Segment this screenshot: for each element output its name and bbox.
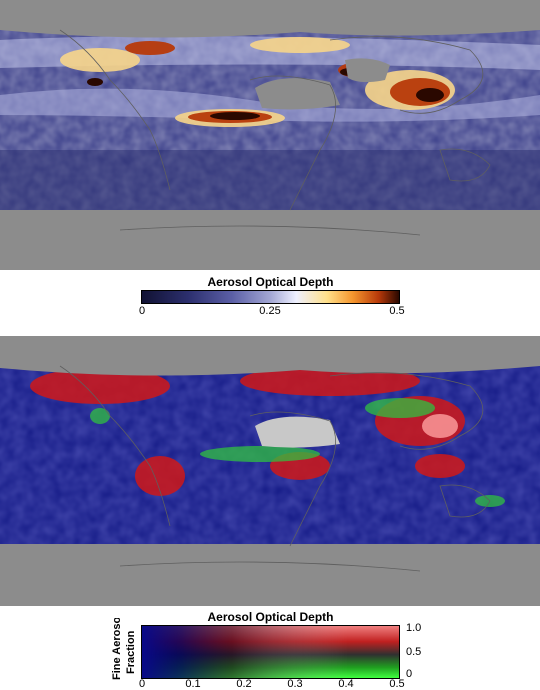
aerosol-optical-depth-map: [0, 0, 540, 270]
colorbar-y-tick: 0: [406, 668, 413, 680]
colorbar-y-label-line1: Fine Aerosol: [111, 618, 123, 680]
colorbar-title-bottom: Aerosol Optical Depth: [207, 610, 334, 624]
colorbar-x-tick: 0.3: [287, 678, 303, 690]
colorbar-y-tick: 1.0: [406, 622, 422, 634]
aod-colorbar: [141, 290, 400, 304]
fine-aerosol-fraction-map: [0, 336, 540, 606]
aod-fine-fraction-colorbar: [141, 625, 400, 679]
colorbar-tick: 0: [138, 305, 146, 317]
colorbar-x-tick: 0.1: [185, 678, 201, 690]
colorbar-x-tick: 0.5: [389, 678, 405, 690]
colorbar-tick: 0.5: [389, 305, 405, 317]
colorbar-x-tick: 0: [138, 678, 146, 690]
colorbar-title-top: Aerosol Optical Depth: [207, 275, 334, 289]
colorbar-tick: 0.25: [259, 305, 281, 317]
colorbar-y-label: Fine Aerosol Fraction: [111, 618, 137, 680]
colorbar-x-tick: 0.4: [338, 678, 354, 690]
colorbar-y-label-line2: Fraction: [125, 630, 137, 674]
colorbar-x-tick: 0.2: [236, 678, 252, 690]
colorbar-y-tick: 0.5: [406, 646, 422, 658]
